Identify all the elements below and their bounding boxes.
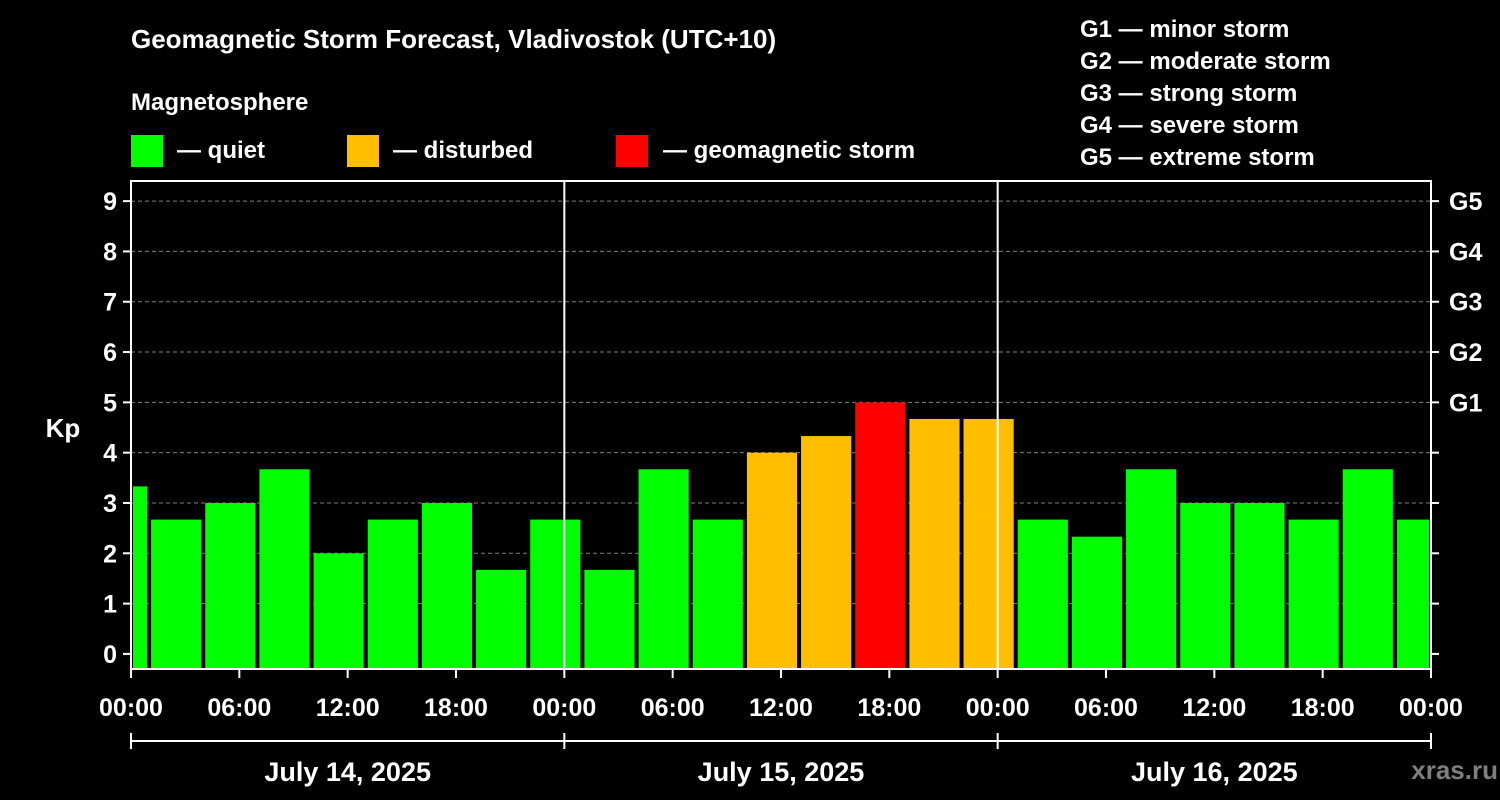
- storm-scale-g5: G5 — extreme storm: [1080, 144, 1315, 171]
- bar-kp-10: [638, 469, 689, 668]
- y-tick-label-2: 2: [103, 540, 117, 568]
- chart-title: Geomagnetic Storm Forecast, Vladivostok …: [131, 24, 776, 54]
- y-tick-label-5: 5: [103, 389, 117, 417]
- bar-kp-23: [1342, 469, 1393, 668]
- legend-swatch-disturbed: [347, 135, 379, 167]
- bar-kp-17: [1017, 519, 1068, 668]
- legend-label-quiet: — quiet: [177, 137, 265, 164]
- storm-scale-g2: G2 — moderate storm: [1080, 48, 1331, 75]
- bar-kp-0: [133, 486, 148, 668]
- bar-kp-15: [909, 418, 960, 668]
- bar-kp-24: [1396, 519, 1429, 668]
- axes-group: 0 1 2 3 4 5 6 7 8 9 G1 G2 G3 G4 G5 00:00 06:00 12:00 18:00…: [99, 180, 1482, 787]
- bars-group: [133, 402, 1429, 668]
- bar-kp-13: [801, 436, 852, 668]
- bar-kp-12: [746, 452, 798, 668]
- x-tick-label-9: 06:00: [1074, 694, 1138, 722]
- x-tick-label-2: 12:00: [316, 694, 380, 722]
- y-tick-label-3: 3: [103, 490, 117, 518]
- bar-kp-21: [1234, 502, 1285, 668]
- x-tick-label-12: 00:00: [1399, 694, 1463, 722]
- x-tick-label-5: 06:00: [641, 694, 705, 722]
- x-tick-label-11: 18:00: [1291, 694, 1355, 722]
- bar-kp-11: [692, 519, 743, 668]
- storm-scale-g4: G4 — severe storm: [1080, 112, 1299, 139]
- bar-kp-2: [205, 502, 256, 668]
- bar-kp-20: [1180, 502, 1231, 668]
- legend-swatch-quiet: [131, 135, 163, 167]
- watermark: xras.ru: [1411, 755, 1498, 785]
- day-label-2: July 16, 2025: [1131, 757, 1298, 787]
- right-tick-label-G4: G4: [1449, 238, 1482, 266]
- right-tick-label-G2: G2: [1449, 339, 1482, 367]
- bar-kp-5: [367, 519, 418, 668]
- x-tick-label-3: 18:00: [424, 694, 488, 722]
- x-tick-label-1: 06:00: [207, 694, 271, 722]
- y-tick-label-7: 7: [103, 289, 117, 317]
- bar-kp-7: [476, 569, 527, 668]
- bar-kp-14: [855, 402, 906, 668]
- day-label-0: July 14, 2025: [264, 757, 431, 787]
- y-tick-label-9: 9: [103, 188, 117, 216]
- right-tick-label-G3: G3: [1449, 289, 1482, 317]
- bar-kp-8: [530, 519, 581, 668]
- x-tick-label-8: 00:00: [966, 694, 1030, 722]
- y-tick-label-1: 1: [103, 591, 117, 619]
- legend-title: Magnetosphere: [131, 89, 308, 116]
- right-tick-label-G1: G1: [1449, 389, 1482, 417]
- bar-kp-18: [1071, 536, 1123, 668]
- bar-kp-4: [313, 553, 364, 668]
- x-tick-label-6: 12:00: [749, 694, 813, 722]
- bar-kp-22: [1288, 519, 1339, 668]
- x-tick-label-0: 00:00: [99, 694, 163, 722]
- storm-scale-g1: G1 — minor storm: [1080, 16, 1289, 43]
- x-tick-label-7: 18:00: [857, 694, 921, 722]
- legend-label-disturbed: — disturbed: [393, 137, 533, 164]
- y-tick-label-8: 8: [103, 238, 117, 266]
- bar-kp-3: [259, 469, 310, 668]
- y-axis-label: Kp: [46, 413, 81, 443]
- bar-kp-6: [421, 502, 473, 668]
- bar-kp-1: [151, 519, 202, 668]
- bar-kp-16: [963, 418, 1014, 668]
- storm-scale-g3: G3 — strong storm: [1080, 80, 1297, 107]
- legend-swatch-storm: [616, 135, 648, 167]
- bar-kp-9: [584, 569, 635, 668]
- right-tick-label-G5: G5: [1449, 188, 1482, 216]
- y-tick-label-0: 0: [103, 641, 117, 669]
- legend-label-storm: — geomagnetic storm: [663, 137, 915, 164]
- x-tick-label-4: 00:00: [532, 694, 596, 722]
- x-tick-label-10: 12:00: [1182, 694, 1246, 722]
- day-label-1: July 15, 2025: [698, 757, 865, 787]
- y-tick-label-6: 6: [103, 339, 117, 367]
- y-tick-label-4: 4: [103, 440, 117, 468]
- bar-kp-19: [1126, 469, 1177, 668]
